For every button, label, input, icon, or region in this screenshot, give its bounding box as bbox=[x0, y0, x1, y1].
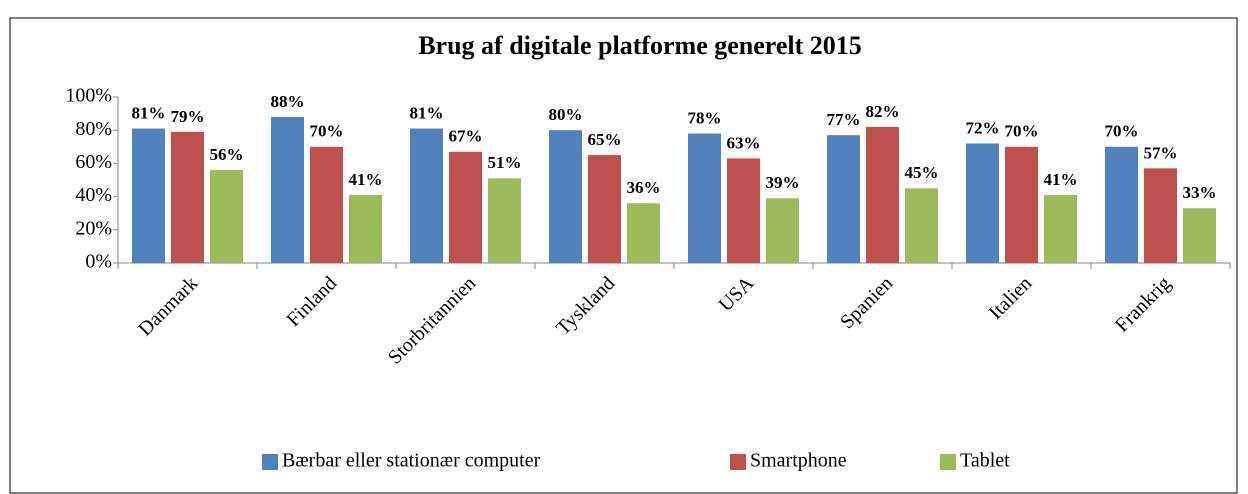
y-tick-label: 0% bbox=[85, 251, 112, 273]
value-label: 36% bbox=[627, 178, 661, 197]
bar bbox=[210, 170, 243, 263]
value-label: 39% bbox=[766, 173, 800, 192]
bar bbox=[271, 116, 304, 263]
legend-swatch bbox=[940, 454, 956, 470]
bar bbox=[1005, 146, 1038, 263]
bar bbox=[827, 135, 860, 263]
bar bbox=[688, 133, 721, 263]
bar bbox=[905, 188, 938, 263]
bar bbox=[1183, 208, 1216, 263]
bar bbox=[410, 128, 443, 263]
bar bbox=[727, 158, 760, 263]
bar bbox=[866, 126, 899, 263]
legend-label: Bærbar eller stationær computer bbox=[282, 450, 541, 472]
value-label: 51% bbox=[488, 153, 522, 172]
bar bbox=[966, 143, 999, 263]
value-label: 41% bbox=[349, 170, 383, 189]
bar bbox=[349, 194, 382, 263]
legend-swatch bbox=[730, 454, 746, 470]
value-label: 33% bbox=[1183, 183, 1217, 202]
value-label: 82% bbox=[866, 102, 900, 121]
bar bbox=[1144, 168, 1177, 263]
bar bbox=[171, 131, 204, 263]
bar bbox=[449, 151, 482, 263]
y-tick-label: 60% bbox=[75, 151, 112, 173]
value-label: 67% bbox=[449, 127, 483, 146]
chart-title: Brug af digitale platforme generelt 2015 bbox=[418, 31, 862, 60]
value-label: 79% bbox=[171, 107, 205, 126]
legend-swatch bbox=[262, 454, 278, 470]
value-label: 56% bbox=[210, 145, 244, 164]
value-label: 41% bbox=[1044, 170, 1078, 189]
value-label: 77% bbox=[827, 110, 861, 129]
value-label: 88% bbox=[271, 92, 305, 111]
value-label: 45% bbox=[905, 163, 939, 182]
y-tick-label: 20% bbox=[75, 217, 112, 239]
bar bbox=[310, 146, 343, 263]
value-label: 80% bbox=[549, 105, 583, 124]
y-tick-label: 80% bbox=[75, 118, 112, 140]
value-label: 63% bbox=[727, 133, 761, 152]
value-label: 57% bbox=[1144, 143, 1178, 162]
bar bbox=[1044, 194, 1077, 263]
value-label: 81% bbox=[410, 103, 444, 122]
bar bbox=[627, 203, 660, 263]
bar bbox=[549, 130, 582, 263]
bar bbox=[132, 128, 165, 263]
value-label: 70% bbox=[1105, 122, 1139, 141]
value-label: 65% bbox=[588, 130, 622, 149]
value-label: 72% bbox=[966, 118, 1000, 137]
value-label: 78% bbox=[688, 108, 722, 127]
value-label: 81% bbox=[132, 103, 166, 122]
bar bbox=[588, 155, 621, 263]
bar bbox=[766, 198, 799, 263]
legend-label: Smartphone bbox=[750, 450, 847, 472]
y-tick-label: 40% bbox=[75, 184, 112, 206]
y-tick-label: 100% bbox=[65, 85, 112, 107]
bar bbox=[488, 178, 521, 263]
legend-label: Tablet bbox=[960, 450, 1010, 472]
value-label: 70% bbox=[1005, 122, 1039, 141]
bar bbox=[1105, 146, 1138, 263]
value-label: 70% bbox=[310, 122, 344, 141]
